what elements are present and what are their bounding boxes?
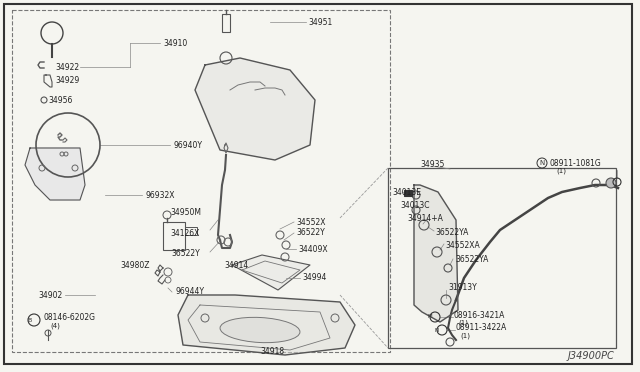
Text: (1): (1) [458,320,468,326]
Bar [185,227,197,235]
Text: 34918: 34918 [260,347,284,356]
Text: 34013E: 34013E [392,187,421,196]
Text: 96940Y: 96940Y [173,141,202,150]
Text: 34922: 34922 [55,62,79,71]
Text: 96932X: 96932X [145,190,175,199]
Text: 34126X: 34126X [171,228,200,237]
Text: 96944Y: 96944Y [175,288,204,296]
Polygon shape [414,185,458,322]
Text: 36522Y: 36522Y [296,228,324,237]
Bar [12,10,390,352]
Text: 34980Z: 34980Z [120,260,150,269]
Text: 36522YA: 36522YA [455,256,488,264]
Text: J34900PC: J34900PC [568,351,615,361]
Ellipse shape [220,317,300,343]
Text: 34902: 34902 [38,291,62,299]
Text: 08146-6202G: 08146-6202G [43,314,95,323]
Text: 34950M: 34950M [170,208,201,217]
Polygon shape [178,295,355,355]
Text: 34929: 34929 [55,76,79,84]
Text: 34013C: 34013C [400,201,429,209]
Text: 36522Y: 36522Y [172,248,200,257]
Text: 08916-3421A: 08916-3421A [453,311,504,320]
Text: 34951: 34951 [308,17,332,26]
Text: (1): (1) [556,168,566,174]
Text: 31913Y: 31913Y [448,283,477,292]
Circle shape [606,178,616,188]
Text: 34552X: 34552X [296,218,326,227]
Bar [163,222,185,250]
Text: 34914+A: 34914+A [407,214,443,222]
Text: 08911-1081G: 08911-1081G [550,158,602,167]
Bar [388,168,616,348]
Text: N: N [435,327,439,333]
Text: 34552XA: 34552XA [445,241,480,250]
Text: M: M [428,314,432,320]
Text: N: N [540,160,545,166]
Bar [404,190,412,196]
Text: 34994: 34994 [302,273,326,282]
Text: (4): (4) [50,323,60,329]
Text: 34409X: 34409X [298,244,328,253]
Polygon shape [195,58,315,160]
Polygon shape [25,148,85,200]
Text: (1): (1) [460,333,470,339]
Text: 34914: 34914 [224,260,248,269]
Bar [222,14,230,32]
Text: 08911-3422A: 08911-3422A [455,324,506,333]
Text: B: B [28,317,32,323]
Text: 34910: 34910 [163,38,188,48]
Text: 34935: 34935 [420,160,444,169]
Text: 36522YA: 36522YA [435,228,468,237]
Text: 34956: 34956 [48,96,72,105]
Polygon shape [232,255,310,290]
